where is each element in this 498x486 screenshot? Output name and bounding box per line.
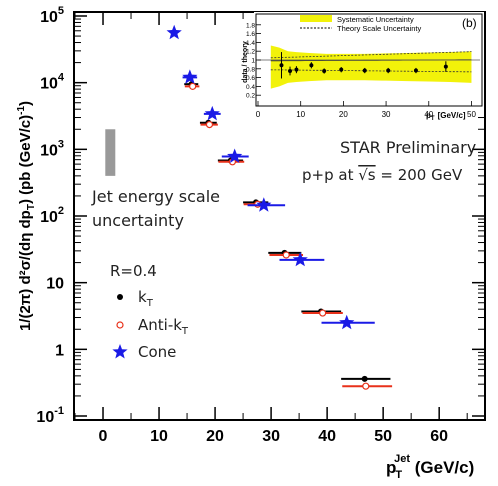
data-point (182, 69, 198, 84)
legend-marker (117, 294, 123, 300)
inset-y-tick-label: 1 (251, 58, 255, 65)
jes-label-line2: uncertainty (92, 211, 184, 230)
y-tick-label: 102 (40, 205, 64, 226)
inset-point (362, 68, 367, 73)
data-point (205, 120, 214, 129)
legend: kT Anti-kT Cone (112, 288, 189, 361)
data-point (319, 309, 327, 317)
data-point (339, 314, 355, 330)
legend-label: Cone (138, 343, 176, 361)
y-tick-label: 105 (40, 5, 64, 26)
inset-point (339, 67, 344, 72)
inset-x-tick-label: 0 (256, 110, 261, 119)
inset-x-tick-label: 30 (382, 110, 391, 119)
data-point (204, 105, 220, 121)
theory-lower-curve (270, 69, 472, 73)
x-tick-label: 60 (430, 428, 448, 445)
inset-point (288, 69, 293, 73)
ratio-inset: 0 10 20 30 40 50 0.2 0.4 0.6 0.81 1.2 1.4 1.6 1.8 Sys… (242, 12, 484, 122)
legend-label: kT (138, 288, 154, 309)
x-tick-label: 50 (374, 428, 392, 445)
inset-point (322, 69, 327, 73)
inset-y-tick-label: 1.2 (246, 49, 255, 56)
inset-y-tick-label: 0.6 (246, 75, 255, 82)
inset-legend-theory: Theory Scale Uncertainty (337, 24, 421, 33)
inset-point (443, 64, 448, 69)
inset-y-tick-label: 1.6 (246, 31, 255, 38)
jes-label-line1: Jet energy scale (91, 187, 220, 206)
inset-y-label: data / theory (242, 41, 249, 83)
inset-point (309, 63, 314, 68)
y-tick-label: 10-1 (36, 405, 64, 426)
data-point (166, 24, 182, 40)
inset-point (279, 63, 284, 68)
inset-x-tick-label: 40 (424, 110, 433, 119)
radius-label: R=0.4 (110, 262, 157, 280)
y-tick-label: 10 (46, 276, 64, 293)
jet-energy-scale-band (105, 129, 116, 176)
collision-label: p+p at √s = 200 GeV (302, 166, 463, 184)
legend-marker (112, 344, 128, 359)
series-anti-kt (184, 82, 393, 390)
series-kt (184, 81, 391, 382)
data-point (361, 375, 368, 382)
inset-point (413, 68, 418, 73)
inset-x-tick-label: 10 (296, 110, 305, 119)
y-tick-label: 103 (40, 138, 64, 159)
data-point (256, 197, 272, 212)
y-tick-label: 1 (55, 342, 64, 359)
inset-legend-sys-swatch (300, 15, 332, 22)
inset-y-tick-label: 1.4 (246, 40, 255, 47)
y-tick-label: 104 (40, 72, 65, 93)
x-tick-label: 30 (262, 428, 280, 445)
x-axis-label: pTJet (GeV/c) (386, 453, 474, 481)
inset-point (294, 67, 299, 72)
inset-x-label: pT [GeV/c] (426, 111, 466, 122)
x-tick-label: 0 (99, 428, 108, 445)
data-point (189, 82, 197, 90)
data-point (282, 251, 290, 259)
data-point (227, 148, 243, 163)
inset-y-tick-label: 0.4 (246, 84, 255, 91)
inset-legend-sys: Systematic Uncertainty (337, 15, 414, 24)
data-point (362, 382, 370, 390)
inset-y-tick-label: 0.8 (246, 66, 255, 73)
y-axis-label: 1/(2π) d²σ/(dη dpT) (pb (GeV/c)-1) (16, 101, 37, 331)
inset-point (386, 68, 391, 73)
theory-upper-curve (270, 51, 472, 59)
x-tick-label: 10 (150, 428, 168, 445)
series-cone (166, 24, 375, 330)
legend-marker (116, 321, 124, 329)
inset-x-tick-label: 20 (339, 110, 348, 119)
inset-content: 0 10 20 30 40 50 0.2 0.4 0.6 0.81 1.2 1.4 1.6 1.8 (246, 22, 480, 119)
data-layer (166, 24, 393, 390)
star-preliminary-label: STAR Preliminary (340, 138, 476, 157)
x-tick-label: 20 (206, 428, 224, 445)
legend-label: Anti-kT (138, 316, 189, 337)
inset-x-tick-label: 50 (467, 110, 476, 119)
inset-panel-label: (b) (462, 16, 477, 30)
inset-y-tick-label: 1.8 (246, 22, 255, 29)
inset-y-tick-label: 0.2 (246, 93, 255, 100)
data-point (292, 251, 308, 267)
x-tick-label: 40 (318, 428, 336, 445)
